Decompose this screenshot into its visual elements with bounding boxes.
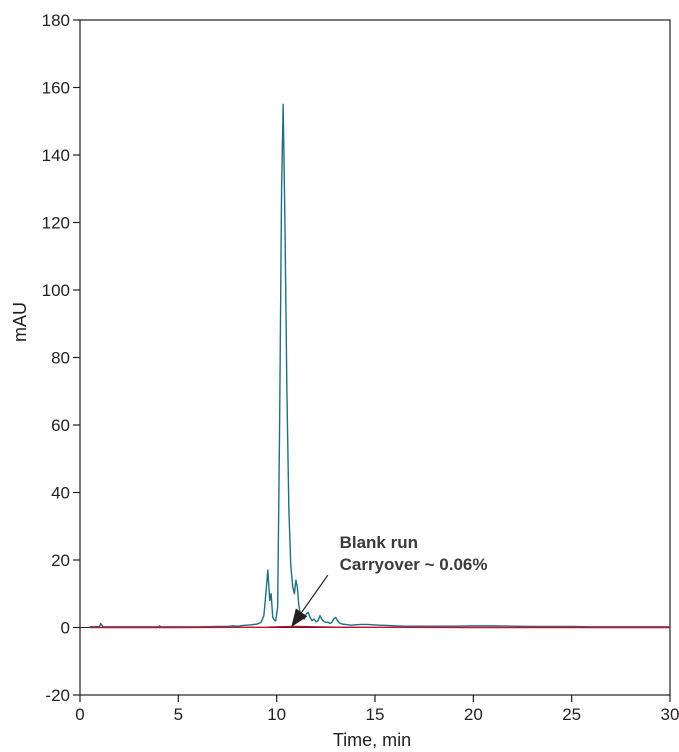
y-axis-ticks: -20 0 20 40 60 80 100 120 140 160 180 — [42, 11, 80, 705]
annotation-layer: Blank run Carryover ~ 0.06% — [291, 533, 488, 628]
y-tick-label: -20 — [45, 686, 70, 705]
y-tick-label: 100 — [42, 281, 70, 300]
annotation-blank-run: Blank run — [340, 533, 418, 552]
x-axis-title: Time, min — [333, 730, 411, 750]
x-tick-label: 25 — [562, 705, 581, 724]
y-tick-label: 160 — [42, 79, 70, 98]
x-tick-label: 15 — [366, 705, 385, 724]
y-tick-label: 20 — [51, 551, 70, 570]
y-tick-label: 40 — [51, 484, 70, 503]
y-tick-label: 120 — [42, 214, 70, 233]
y-tick-label: 140 — [42, 146, 70, 165]
x-tick-label: 30 — [661, 705, 679, 724]
annotation-arrow — [291, 574, 329, 628]
x-tick-label: 0 — [75, 705, 84, 724]
annotation-carryover: Carryover ~ 0.06% — [340, 555, 488, 574]
x-tick-label: 10 — [267, 705, 286, 724]
y-tick-label: 0 — [61, 619, 70, 638]
y-tick-label: 180 — [42, 11, 70, 30]
y-axis-title: mAU — [10, 302, 30, 342]
x-axis-ticks: 0 5 10 15 20 25 30 — [75, 695, 679, 724]
x-tick-label: 5 — [174, 705, 183, 724]
y-tick-label: 80 — [51, 349, 70, 368]
plot-border — [79, 19, 671, 696]
x-tick-label: 20 — [464, 705, 483, 724]
y-tick-label: 60 — [51, 416, 70, 435]
plot-frame — [79, 19, 671, 696]
